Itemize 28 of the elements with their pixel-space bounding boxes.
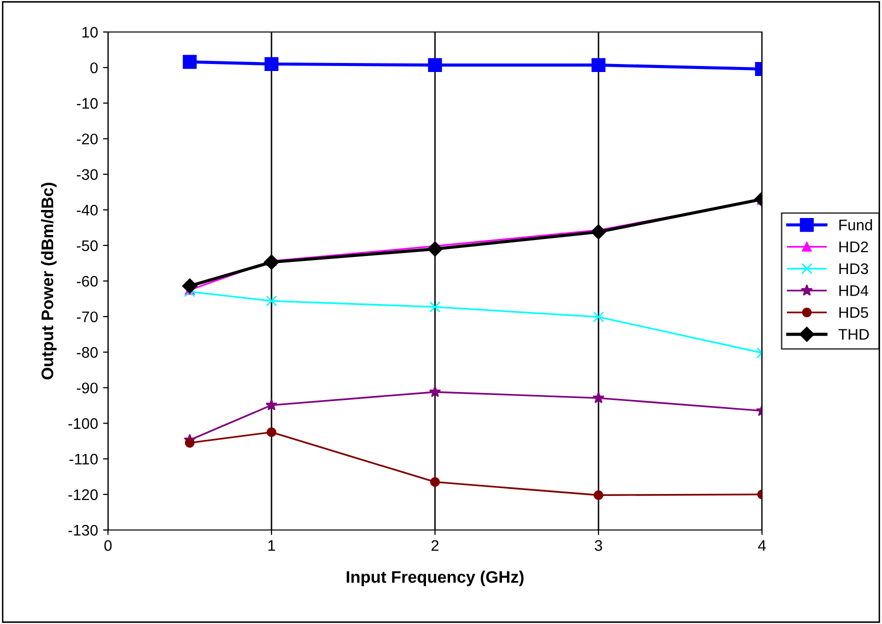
legend-label: HD5 [839,307,868,318]
legend-label: THD [838,329,869,340]
y-tick-label: -40 [76,204,98,216]
y-tick-label: 0 [90,62,98,74]
x-tick-label: 4 [758,540,766,551]
y-tick-label: -120 [68,489,98,500]
y-tick-label: -90 [76,382,98,394]
y-tick-label: 10 [82,26,98,38]
x-axis-title: Input Frequency (GHz) [346,570,524,586]
y-axis-title: Output Power (dBm/dBc) [41,182,57,380]
y-tick-label: -30 [76,169,98,180]
x-tick-label: 3 [594,540,602,551]
y-tick-label: -130 [68,524,98,536]
y-tick-label: -10 [76,98,98,109]
y-tick-label: -100 [68,418,98,429]
y-tick-label: -70 [76,311,98,322]
y-tick-label: -110 [70,454,98,465]
legend-label: HD4 [839,285,868,296]
x-tick-label: 1 [268,540,276,551]
y-tick-label: -60 [76,276,98,287]
y-tick-label: -80 [76,347,98,358]
y-tick-label: -50 [76,240,98,252]
y-tick-label: -20 [76,134,98,144]
legend-label: HD2 [839,241,868,252]
x-tick-label: 0 [104,540,112,551]
x-tick-label: 2 [432,540,438,551]
legend-label: HD3 [839,263,868,274]
legend-label: Fund [839,219,872,230]
